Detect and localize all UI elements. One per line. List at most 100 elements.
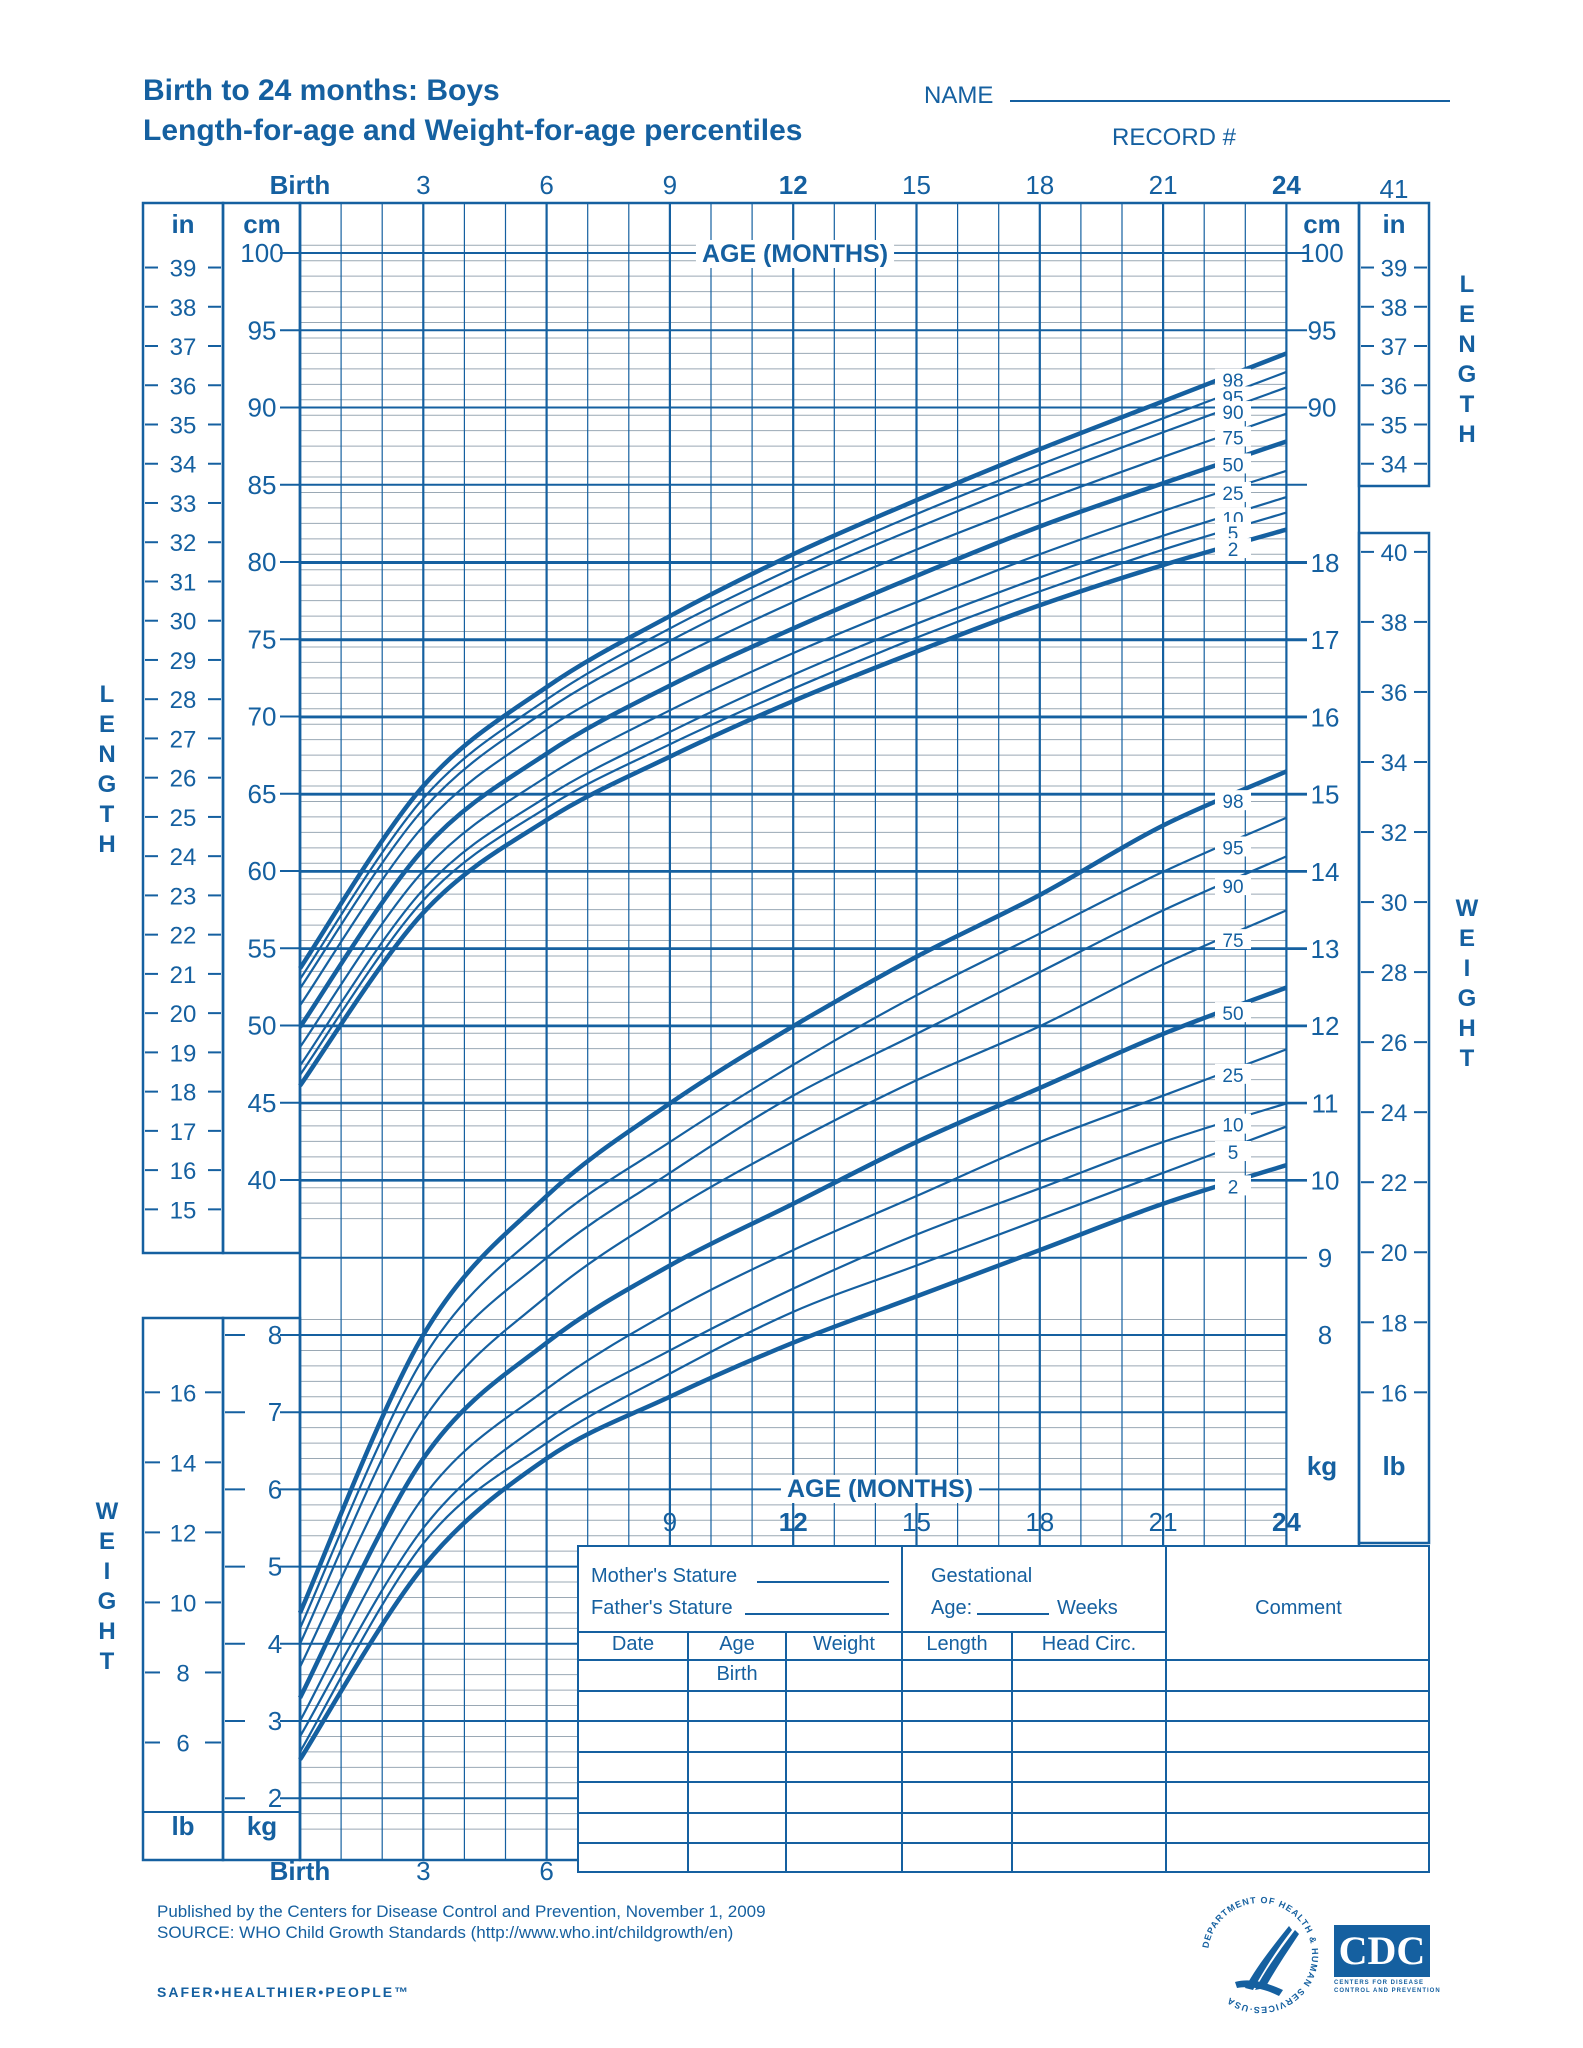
right-kg-tick: 15 bbox=[1311, 780, 1340, 810]
left-cm-tick: 45 bbox=[248, 1088, 277, 1118]
col-length: Length bbox=[926, 1633, 988, 1655]
left-lb-tick: 10 bbox=[170, 1590, 197, 1617]
right-kg-tick: 9 bbox=[1318, 1243, 1332, 1273]
top-age-tick: 3 bbox=[416, 170, 430, 200]
top-age-tick: 18 bbox=[1025, 170, 1054, 200]
left-in-tick: 31 bbox=[170, 569, 197, 596]
left-lb-unit-label: lb bbox=[171, 1811, 194, 1841]
right-kg-tick: 8 bbox=[1318, 1320, 1332, 1350]
left-in-tick: 34 bbox=[170, 452, 197, 479]
left-lb-tick: 16 bbox=[170, 1380, 197, 1407]
name-label: NAME bbox=[924, 82, 994, 109]
right-lb-tick: 18 bbox=[1381, 1310, 1408, 1337]
left-kg-tick: 5 bbox=[268, 1552, 282, 1582]
left-in-tick: 30 bbox=[170, 609, 197, 636]
right-lb-tick: 22 bbox=[1381, 1170, 1408, 1197]
top-age-tick: 15 bbox=[902, 170, 931, 200]
left-kg-tick: 4 bbox=[268, 1629, 282, 1659]
left-kg-tick: 2 bbox=[268, 1783, 282, 1813]
slogan: SAFER•HEALTHIER•PEOPLE™ bbox=[157, 1984, 411, 2000]
right-kg-tick: 14 bbox=[1311, 857, 1340, 887]
right-lb-tick: 40 bbox=[1381, 540, 1408, 567]
percentile-label-98: 98 bbox=[1222, 792, 1243, 813]
left-kg-tick: 7 bbox=[268, 1397, 282, 1427]
right-kg-tick: 17 bbox=[1311, 625, 1340, 655]
left-lb-tick: 6 bbox=[176, 1730, 189, 1757]
left-in-tick: 29 bbox=[170, 648, 197, 675]
top-age-tick: 9 bbox=[663, 170, 677, 200]
right-cm-tick: 100 bbox=[1300, 238, 1343, 268]
right-cm-tick: 95 bbox=[1308, 315, 1337, 345]
percentile-label-75: 75 bbox=[1222, 428, 1243, 449]
age-months-label-top: AGE (MONTHS) bbox=[702, 240, 888, 268]
mid-age-tick: 9 bbox=[663, 1507, 677, 1537]
top-age-tick: 6 bbox=[539, 170, 553, 200]
left-in-tick: 23 bbox=[170, 883, 197, 910]
left-cm-tick: 85 bbox=[248, 470, 277, 500]
mothers-stature-field[interactable] bbox=[757, 1581, 889, 1583]
percentile-curve-5 bbox=[299, 1125, 1287, 1753]
cdc-subtitle-2: CONTROL AND PREVENTION bbox=[1334, 1988, 1441, 1994]
form-row-divider bbox=[579, 1720, 1430, 1722]
left-in-tick: 35 bbox=[170, 412, 197, 439]
col-age: Age bbox=[719, 1633, 755, 1655]
percentile-label-2: 2 bbox=[1228, 540, 1239, 561]
svg-text:DEPARTMENT OF HEALTH & HUMAN S: DEPARTMENT OF HEALTH & HUMAN SERVICES·US… bbox=[1200, 1895, 1320, 2015]
axis-scales: 4045505560657075808590951001516171819202… bbox=[145, 238, 1427, 1813]
percentile-label-2: 2 bbox=[1228, 1177, 1239, 1198]
col-head-circ: Head Circ. bbox=[1041, 1633, 1137, 1655]
weeks-label: Weeks bbox=[1057, 1597, 1118, 1619]
hhs-seal-icon: DEPARTMENT OF HEALTH & HUMAN SERVICES·US… bbox=[1200, 1895, 1320, 2015]
form-row-divider bbox=[579, 1689, 1430, 1692]
right-lb-tick: 24 bbox=[1381, 1100, 1408, 1127]
gestational-weeks-field[interactable] bbox=[977, 1613, 1049, 1615]
top-right-in-value: 41 bbox=[1380, 174, 1409, 204]
right-in-tick: 36 bbox=[1381, 373, 1408, 400]
form-row-divider bbox=[579, 1781, 1430, 1783]
percentile-label-75: 75 bbox=[1222, 931, 1243, 952]
chart-title-line2: Length-for-age and Weight-for-age percen… bbox=[143, 114, 803, 147]
percentile-label-95: 95 bbox=[1222, 838, 1243, 859]
percentile-curve-90 bbox=[299, 855, 1287, 1645]
mid-age-tick: 24 bbox=[1272, 1507, 1301, 1537]
left-cm-tick: 50 bbox=[248, 1011, 277, 1041]
percentile-label-25: 25 bbox=[1222, 1066, 1243, 1087]
fathers-stature-field[interactable] bbox=[745, 1613, 889, 1615]
first-row-age: Birth bbox=[716, 1663, 758, 1685]
left-cm-tick: 100 bbox=[240, 238, 283, 268]
top-age-tick: 24 bbox=[1272, 170, 1301, 200]
left-cm-tick: 90 bbox=[248, 393, 277, 423]
left-in-tick: 24 bbox=[170, 844, 197, 871]
left-in-tick: 28 bbox=[170, 687, 197, 714]
left-in-tick: 33 bbox=[170, 491, 197, 518]
axis-frames bbox=[141, 201, 1431, 1862]
name-field[interactable] bbox=[1010, 100, 1450, 102]
percentile-label-25: 25 bbox=[1222, 484, 1243, 505]
top-age-tick: 21 bbox=[1149, 170, 1178, 200]
left-kg-tick: 6 bbox=[268, 1474, 282, 1504]
left-in-tick: 26 bbox=[170, 766, 197, 793]
gestational-label: Gestational bbox=[931, 1565, 1033, 1587]
left-lb-tick: 8 bbox=[176, 1660, 189, 1687]
source-note: SOURCE: WHO Child Growth Standards (http… bbox=[157, 1923, 734, 1942]
left-cm-tick: 60 bbox=[248, 856, 277, 886]
percentile-curve-10 bbox=[299, 1102, 1287, 1737]
percentile-label-90: 90 bbox=[1222, 403, 1243, 424]
percentile-curve-50 bbox=[298, 439, 1288, 1029]
percentile-label-50: 50 bbox=[1222, 455, 1243, 476]
left-kg-unit-label: kg bbox=[247, 1811, 277, 1841]
measurement-form: Mother's Stature Father's Stature Gestat… bbox=[577, 1545, 1430, 1873]
bottom-age-tick: 3 bbox=[416, 1856, 430, 1886]
right-cm-tick: 90 bbox=[1308, 393, 1337, 423]
left-cm-tick: 75 bbox=[248, 624, 277, 654]
mothers-stature-label: Mother's Stature bbox=[591, 1565, 738, 1587]
left-in-unit-label: in bbox=[171, 209, 194, 239]
right-kg-tick: 18 bbox=[1311, 548, 1340, 578]
fathers-stature-label: Father's Stature bbox=[591, 1597, 733, 1619]
form-row-divider bbox=[579, 1750, 1430, 1753]
right-lb-tick: 16 bbox=[1381, 1380, 1408, 1407]
right-kg-unit-label: kg bbox=[1307, 1451, 1337, 1481]
left-in-tick: 22 bbox=[170, 923, 197, 950]
